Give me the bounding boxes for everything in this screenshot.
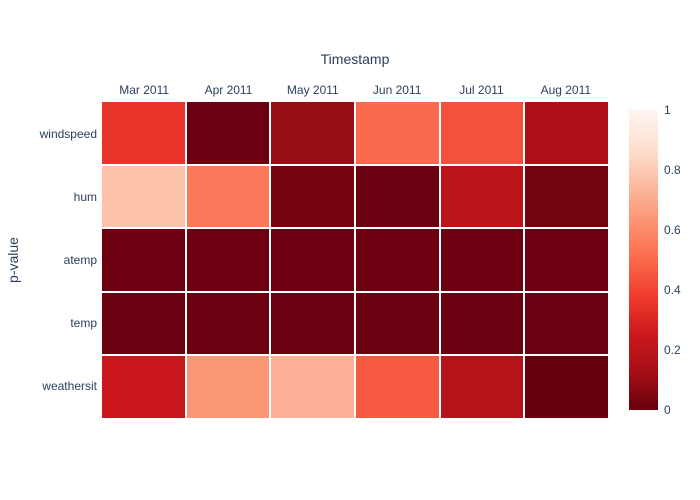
colorbar-tick-label: 0 [664, 403, 671, 417]
heatmap-cell-windspeed-May-2011[interactable] [271, 102, 354, 164]
heatmap-cell-atemp-Aug-2011[interactable] [525, 229, 608, 291]
heatmap-cell-hum-Aug-2011[interactable] [525, 165, 608, 228]
colorbar-tick-label: 0.2 [664, 343, 681, 357]
heatmap-cell-atemp-Jul-2011[interactable] [440, 229, 524, 291]
heatmap-cell-temp-Aug-2011[interactable] [525, 292, 608, 355]
colorbar-tick-label: 0.6 [664, 223, 681, 237]
heatmap-cell-temp-Apr-2011[interactable] [186, 292, 270, 355]
heatmap-grid [102, 102, 608, 418]
heatmap-cell-temp-Jul-2011[interactable] [440, 292, 524, 355]
x-tick-label: Mar 2011 [119, 83, 170, 97]
x-tick-label: Jun 2011 [372, 83, 422, 97]
heatmap-cell-atemp-Mar-2011[interactable] [102, 229, 185, 291]
y-axis-title: p-value [5, 237, 21, 283]
heatmap-cell-temp-May-2011[interactable] [271, 292, 354, 355]
y-tick-label: weathersit [42, 379, 97, 394]
heatmap-cell-atemp-Jun-2011[interactable] [355, 229, 439, 291]
heatmap-cell-hum-Apr-2011[interactable] [186, 165, 270, 228]
heatmap-cell-hum-Jun-2011[interactable] [355, 165, 439, 228]
heatmap-cell-windspeed-Jun-2011[interactable] [355, 102, 439, 164]
heatmap-cell-weathersit-Jun-2011[interactable] [355, 356, 439, 418]
heatmap-cell-weathersit-May-2011[interactable] [271, 356, 354, 418]
heatmap-cell-hum-Mar-2011[interactable] [102, 165, 185, 228]
y-tick-label: atemp [63, 253, 97, 267]
heatmap-cell-hum-May-2011[interactable] [271, 165, 354, 228]
heatmap-cell-atemp-Apr-2011[interactable] [186, 229, 270, 291]
heatmap-cell-weathersit-Apr-2011[interactable] [186, 356, 270, 418]
y-tick-label: windspeed [39, 126, 97, 141]
heatmap-cell-windspeed-Apr-2011[interactable] [186, 102, 270, 164]
x-tick-label: May 2011 [286, 83, 339, 97]
heatmap-cell-weathersit-Mar-2011[interactable] [102, 356, 185, 418]
heatmap-cell-windspeed-Jul-2011[interactable] [440, 102, 524, 164]
heatmap-cell-temp-Mar-2011[interactable] [102, 292, 185, 355]
heatmap-cell-hum-Jul-2011[interactable] [440, 165, 524, 228]
y-tick-label: hum [73, 189, 97, 204]
chart-title: Timestamp [320, 51, 390, 67]
y-tick-label: temp [70, 316, 97, 331]
colorbar-tick-label: 0.4 [664, 283, 681, 297]
colorbar-tick-label: 1 [664, 103, 671, 117]
colorbar-gradient [629, 110, 658, 410]
heatmap-cell-weathersit-Aug-2011[interactable] [525, 356, 608, 418]
x-tick-label: Aug 2011 [540, 83, 592, 97]
heatmap-cell-atemp-May-2011[interactable] [271, 229, 354, 291]
heatmap-cell-windspeed-Aug-2011[interactable] [525, 102, 608, 164]
x-tick-label: Apr 2011 [204, 83, 253, 97]
x-tick-label: Jul 2011 [459, 83, 504, 97]
heatmap-cell-temp-Jun-2011[interactable] [355, 292, 439, 355]
heatmap-cell-weathersit-Jul-2011[interactable] [440, 356, 524, 418]
heatmap-cell-windspeed-Mar-2011[interactable] [102, 102, 185, 164]
colorbar-tick-label: 0.8 [664, 163, 681, 177]
